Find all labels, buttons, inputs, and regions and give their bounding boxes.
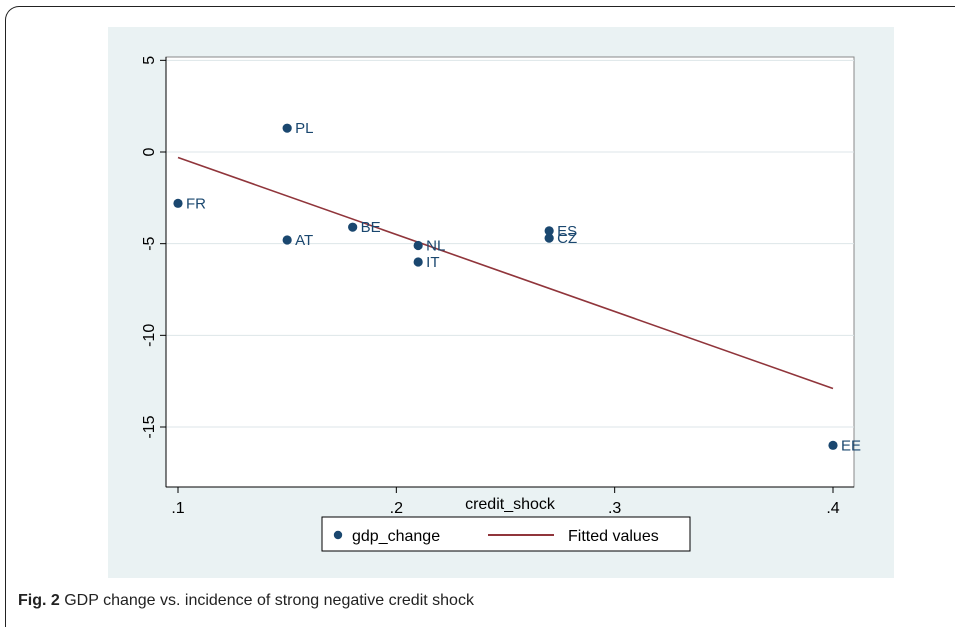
point-label-pl: PL [295,120,313,137]
figure-frame [5,6,955,627]
axis-ticks: 5 0 -5 -10 -15 .1 .2 .3 .4 [141,56,840,517]
data-point-ee [828,440,838,450]
data-point-pl [282,123,292,133]
data-point-es [544,226,554,236]
point-label-at: AT [295,232,313,249]
point-label-fr: FR [186,195,206,212]
chart-panel: 5 0 -5 -10 -15 .1 .2 .3 .4 PL FR BE AT NL IT ES CZ EE cr… [108,27,894,578]
y-tick-label: -15 [141,415,158,438]
plot-area [165,56,855,488]
x-tick-label: .3 [608,500,621,517]
x-tick-label: .1 [171,500,184,517]
caption-label: Fig. 2 [18,592,60,609]
point-label-es: ES [557,223,577,240]
data-point-nl [413,240,423,251]
x-tick-label: .2 [390,500,403,517]
caption-text: GDP change vs. incidence of strong negat… [64,592,474,609]
point-label-nl: NL [426,238,445,255]
point-label-be: BE [361,219,381,236]
fitted-line-layer [177,156,834,390]
figure-caption: Fig. 2 GDP change vs. incidence of stron… [18,592,474,610]
data-point-be [348,222,358,232]
y-tick-label: 0 [141,147,158,156]
data-point-at [282,235,292,245]
y-tick-label: -10 [141,324,158,347]
data-point-cz [544,233,554,243]
legend: gdp_change Fitted values [321,516,691,552]
point-label-it: IT [426,254,439,271]
legend-label-fitted-values: Fitted values [568,528,659,545]
legend-marker-gdp-change [333,530,343,540]
axes [165,57,854,488]
legend-label-gdp-change: gdp_change [352,528,440,545]
data-point-fr [173,198,183,208]
point-label-ee: EE [841,437,861,454]
point-label-cz: CZ [557,230,577,247]
fitted-values-line [177,156,834,390]
grid-lines [166,59,854,428]
y-tick-label: 5 [141,56,158,65]
y-tick-label: -5 [141,236,158,250]
data-point-it [413,257,423,267]
x-tick-label: .4 [826,500,839,517]
x-axis-title: credit_shock [465,496,556,513]
